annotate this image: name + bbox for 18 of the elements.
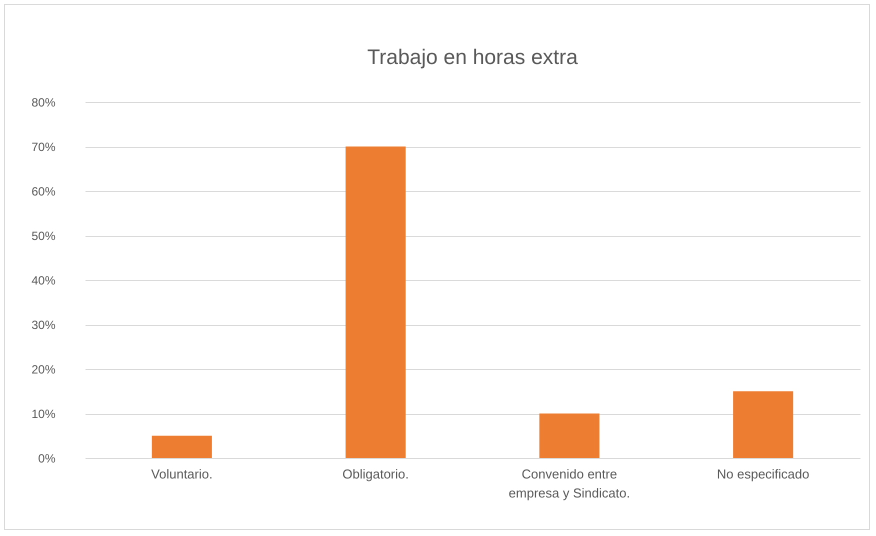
y-tick-label: 30% xyxy=(31,318,56,332)
bar xyxy=(539,414,600,458)
bar xyxy=(152,436,212,458)
y-tick-label: 50% xyxy=(31,229,56,243)
x-tick-label: No especificado xyxy=(716,466,810,482)
y-tick-label: 40% xyxy=(31,274,56,288)
bar xyxy=(346,146,406,458)
y-tick-label: 20% xyxy=(31,362,56,376)
y-tick-label: 70% xyxy=(31,140,56,154)
y-tick-label: 80% xyxy=(31,96,56,110)
x-tick-label: Obligatorio. xyxy=(342,466,409,482)
y-tick-label: 0% xyxy=(38,452,56,466)
y-tick-label: 60% xyxy=(31,184,56,198)
y-tick-label: 10% xyxy=(31,407,56,421)
bar xyxy=(733,391,794,458)
x-tick-label: Convenido entre empresa y Sindicato. xyxy=(508,466,630,500)
x-tick-label: Voluntario. xyxy=(151,466,213,482)
chart-title: Trabajo en horas extra xyxy=(367,46,578,69)
